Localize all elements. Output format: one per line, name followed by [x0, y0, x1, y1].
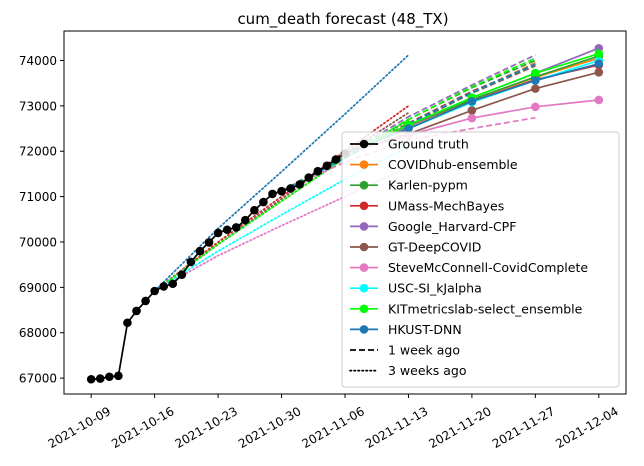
forecast-point — [594, 49, 604, 58]
ground-truth-point — [331, 155, 341, 164]
forecast-point — [594, 95, 604, 105]
ground-truth-point — [304, 173, 314, 182]
legend-marker — [359, 160, 369, 169]
ground-truth-point — [204, 238, 214, 247]
x-axis-ticks: 2021-10-092021-10-162021-10-232021-10-30… — [46, 394, 621, 451]
chart-title: cum_death forecast (48_TX) — [237, 10, 448, 29]
forecast-point — [467, 106, 477, 115]
legend-marker — [359, 304, 369, 314]
legend-label: Google_Harvard-CPF — [388, 219, 516, 234]
forecast-point — [467, 97, 477, 106]
x-tick-label: 2021-11-13 — [363, 404, 430, 451]
ground-truth-point — [132, 306, 141, 316]
y-tick-label: 71000 — [19, 190, 57, 204]
x-tick-label: 2021-11-27 — [490, 404, 557, 451]
ground-truth-point — [123, 318, 132, 328]
ground-truth-point — [313, 166, 323, 176]
ground-truth-point — [105, 372, 114, 382]
forecast-point — [467, 113, 477, 123]
ground-truth-point — [186, 257, 196, 267]
ground-truth-point — [231, 223, 241, 232]
ground-truth-point — [322, 161, 332, 171]
y-tick-label: 70000 — [19, 235, 57, 249]
x-tick-label: 2021-12-04 — [553, 404, 620, 451]
forecast-point — [531, 102, 540, 112]
y-tick-label: 67000 — [19, 372, 57, 386]
legend-marker — [359, 283, 369, 293]
forecast-point — [531, 84, 540, 93]
legend-marker — [359, 242, 369, 252]
ground-truth-point — [213, 228, 223, 238]
ground-truth-point — [141, 296, 150, 306]
ground-truth-point — [250, 205, 259, 215]
ground-truth-point — [222, 225, 232, 235]
legend-marker — [359, 201, 369, 211]
legend-label: COVIDhub-ensemble — [388, 157, 518, 172]
ground-truth-line — [91, 152, 346, 381]
legend-label: 1 week ago — [388, 343, 460, 358]
legend-box — [341, 131, 620, 388]
forecast-point — [531, 76, 540, 85]
x-tick-label: 2021-11-06 — [299, 404, 366, 451]
ground-truth-point — [150, 286, 159, 296]
legend-label: USC-SI_kJalpha — [388, 281, 482, 296]
ground-truth-point — [86, 374, 96, 384]
legend-marker — [359, 222, 369, 231]
ground-truth-point — [95, 374, 105, 383]
legend-label: SteveMcConnell-CovidComplete — [388, 260, 588, 275]
x-tick-label: 2021-10-16 — [109, 404, 176, 451]
y-tick-label: 68000 — [19, 326, 57, 340]
forecast-line-1wk — [281, 63, 536, 192]
x-tick-label: 2021-10-23 — [173, 404, 240, 451]
x-tick-label: 2021-11-20 — [426, 404, 493, 451]
y-tick-label: 74000 — [19, 54, 57, 68]
ground-truth-point — [277, 186, 286, 196]
legend-label: 3 weeks ago — [388, 363, 467, 378]
forecast-point — [594, 59, 604, 68]
x-tick-label: 2021-10-09 — [46, 404, 113, 451]
legend: Ground truth COVIDhub-ensemble Karlen-pypm… — [341, 131, 620, 388]
legend-marker — [359, 180, 369, 190]
ground-truth-point — [286, 184, 295, 193]
ground-truth-point — [195, 246, 205, 256]
legend-label: HKUST-DNN — [388, 322, 462, 337]
legend-marker — [359, 139, 369, 149]
ground-truth-point — [259, 197, 268, 207]
ground-truth-point — [268, 189, 277, 199]
legend-label: Karlen-pypm — [388, 178, 468, 193]
legend-label: UMass-MechBayes — [388, 198, 504, 213]
forecast-point — [594, 67, 604, 77]
ground-truth-point — [168, 279, 178, 289]
legend-label: GT-DeepCOVID — [388, 240, 481, 255]
y-axis-ticks: 67000 68000 69000 70000 71000 72000 73000 74000 — [19, 54, 64, 386]
y-tick-label: 73000 — [19, 99, 57, 113]
ground-truth-series — [86, 149, 350, 384]
forecast-point — [404, 124, 413, 133]
x-tick-label: 2021-10-30 — [236, 404, 303, 451]
ground-truth-point — [295, 180, 304, 189]
legend-marker — [359, 325, 369, 334]
ground-truth-point — [114, 371, 123, 381]
y-tick-label: 69000 — [19, 281, 57, 295]
legend-label: Ground truth — [388, 137, 469, 152]
ground-truth-point — [177, 270, 187, 279]
legend-label: KITmetricslab-select_ensemble — [388, 301, 583, 316]
ground-truth-point — [240, 215, 250, 225]
legend-marker — [359, 263, 369, 272]
ground-truth-point — [159, 282, 169, 291]
forecast-point — [531, 68, 540, 78]
y-tick-label: 72000 — [19, 145, 57, 159]
